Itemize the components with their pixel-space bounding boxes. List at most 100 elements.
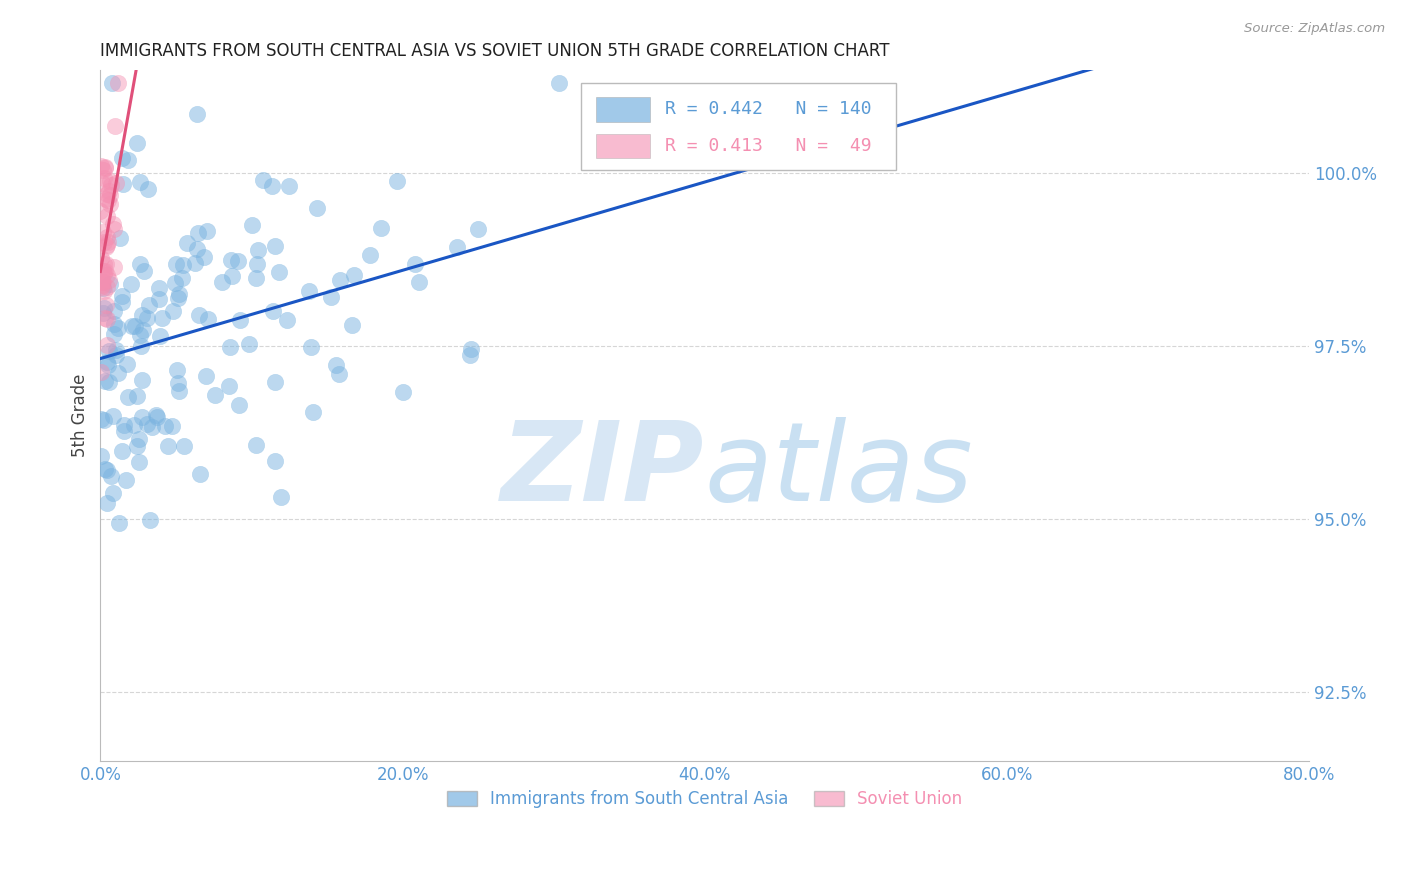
Point bbox=[96, 240, 118, 254]
Point bbox=[221, 269, 243, 284]
Point bbox=[129, 257, 152, 271]
Point bbox=[115, 357, 138, 371]
Point bbox=[98, 277, 121, 291]
Point bbox=[90, 274, 112, 288]
Point bbox=[165, 257, 187, 271]
Point bbox=[111, 444, 134, 458]
Point bbox=[307, 201, 329, 215]
Point bbox=[112, 424, 135, 438]
Point bbox=[98, 187, 121, 202]
Point bbox=[91, 276, 114, 290]
Point bbox=[100, 174, 122, 188]
Point bbox=[186, 107, 208, 121]
Point bbox=[97, 343, 120, 358]
Point bbox=[129, 339, 152, 353]
Point bbox=[247, 243, 270, 257]
Point bbox=[340, 318, 363, 332]
Point bbox=[245, 437, 267, 451]
Point bbox=[128, 327, 150, 342]
Point bbox=[228, 398, 250, 412]
Point bbox=[103, 486, 125, 500]
Point bbox=[93, 284, 115, 298]
Point bbox=[93, 257, 115, 271]
Point bbox=[117, 153, 139, 168]
Point bbox=[190, 467, 212, 482]
Point bbox=[91, 281, 114, 295]
Point bbox=[90, 365, 112, 379]
Legend: Immigrants from South Central Asia, Soviet Union: Immigrants from South Central Asia, Sovi… bbox=[440, 784, 969, 815]
Bar bbox=[596, 134, 651, 158]
Point bbox=[94, 161, 117, 176]
Point bbox=[149, 329, 172, 343]
Point bbox=[260, 179, 283, 194]
Text: IMMIGRANTS FROM SOUTH CENTRAL ASIA VS SOVIET UNION 5TH GRADE CORRELATION CHART: IMMIGRANTS FROM SOUTH CENTRAL ASIA VS SO… bbox=[100, 42, 890, 60]
Point bbox=[96, 280, 118, 294]
Point bbox=[93, 267, 115, 281]
Point bbox=[97, 358, 120, 372]
Point bbox=[105, 176, 128, 190]
Point bbox=[246, 257, 269, 271]
Point bbox=[117, 390, 139, 404]
Point bbox=[97, 193, 120, 207]
Point bbox=[128, 433, 150, 447]
Point bbox=[96, 496, 118, 510]
FancyBboxPatch shape bbox=[582, 84, 896, 169]
Point bbox=[94, 298, 117, 312]
Point bbox=[108, 230, 131, 244]
Point bbox=[167, 291, 190, 305]
Point bbox=[278, 179, 301, 194]
Point bbox=[343, 268, 366, 283]
Point bbox=[107, 321, 129, 335]
Point bbox=[139, 513, 162, 527]
Point bbox=[267, 265, 290, 279]
Point bbox=[193, 250, 215, 264]
Point bbox=[103, 318, 125, 332]
Point bbox=[114, 473, 136, 487]
Point bbox=[195, 224, 218, 238]
Point bbox=[100, 196, 122, 211]
Point bbox=[145, 409, 167, 423]
Point bbox=[94, 160, 117, 174]
Point bbox=[91, 163, 114, 178]
Point bbox=[166, 376, 188, 391]
Point bbox=[91, 306, 114, 320]
Point bbox=[136, 417, 159, 432]
Point bbox=[245, 271, 267, 285]
Point bbox=[96, 312, 118, 326]
Point bbox=[96, 186, 118, 201]
Point bbox=[359, 248, 381, 262]
Point bbox=[94, 257, 117, 271]
Point bbox=[131, 373, 153, 387]
Point bbox=[195, 368, 218, 383]
Point bbox=[252, 173, 274, 187]
Point bbox=[138, 298, 160, 312]
Point bbox=[219, 341, 242, 355]
Bar bbox=[596, 97, 651, 121]
Point bbox=[162, 303, 184, 318]
Point bbox=[150, 310, 173, 325]
Point bbox=[446, 240, 468, 254]
Point bbox=[112, 417, 135, 432]
Point bbox=[219, 252, 242, 267]
Point bbox=[97, 375, 120, 389]
Point bbox=[165, 276, 187, 290]
Point bbox=[90, 449, 112, 463]
Point bbox=[299, 340, 322, 354]
Point bbox=[93, 413, 115, 427]
Point bbox=[264, 454, 287, 468]
Point bbox=[100, 178, 122, 192]
Point bbox=[94, 462, 117, 476]
Point bbox=[103, 304, 125, 318]
Point bbox=[392, 384, 415, 399]
Point bbox=[94, 192, 117, 206]
Point bbox=[263, 375, 285, 389]
Point bbox=[148, 281, 170, 295]
Point bbox=[173, 439, 195, 453]
Point bbox=[184, 256, 207, 270]
Point bbox=[91, 225, 114, 239]
Point bbox=[91, 263, 114, 277]
Point bbox=[408, 275, 430, 289]
Point bbox=[122, 417, 145, 432]
Point bbox=[321, 290, 343, 304]
Point bbox=[276, 313, 298, 327]
